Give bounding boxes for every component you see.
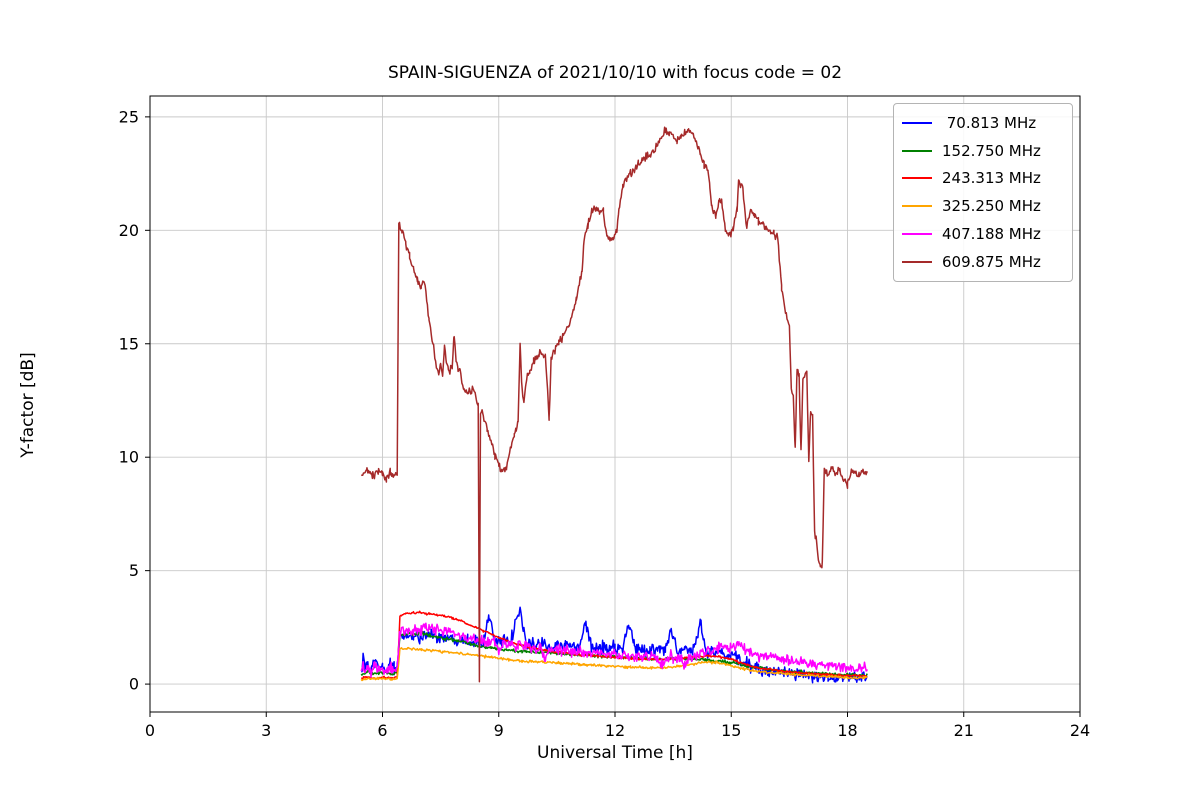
x-tick-label: 0 [145, 721, 155, 740]
legend: 70.813 MHz 152.750 MHz 243.313 MHz 325.250 … [893, 103, 1073, 282]
legend-label: 70.813 MHz [942, 113, 1037, 132]
chart-title: SPAIN-SIGUENZA of 2021/10/10 with focus … [387, 63, 843, 83]
x-tick-label: 24 [1070, 721, 1090, 740]
y-tick-label: 5 [129, 561, 139, 580]
legend-label: 243.313 MHz [942, 169, 1041, 188]
legend-line-swatch [902, 121, 932, 124]
legend-item: 70.813 MHz [902, 109, 1064, 137]
x-tick-label: 18 [837, 721, 857, 740]
y-tick-label: 20 [119, 221, 139, 240]
series-line [360, 622, 868, 678]
y-tick-label: 0 [129, 675, 139, 694]
legend-label: 152.750 MHz [942, 141, 1041, 160]
legend-line-swatch [902, 233, 932, 236]
legend-item: 243.313 MHz [902, 165, 1064, 193]
legend-label: 407.188 MHz [942, 225, 1041, 244]
x-tick-label: 12 [605, 721, 625, 740]
y-tick-label: 15 [119, 334, 139, 353]
legend-item: 407.188 MHz [902, 220, 1064, 248]
y-tick-label: 25 [119, 107, 139, 126]
y-axis-label: Y-factor [dB] [18, 352, 38, 458]
legend-item: 152.750 MHz [902, 137, 1064, 165]
series-line [360, 646, 868, 682]
x-axis-label: Universal Time [h] [537, 743, 693, 763]
x-tick-label: 21 [954, 721, 974, 740]
x-tick-label: 3 [261, 721, 271, 740]
x-tick-label: 9 [494, 721, 504, 740]
legend-line-swatch [902, 149, 932, 152]
legend-line-swatch [902, 177, 932, 180]
x-tick-label: 6 [377, 721, 387, 740]
legend-label: 609.875 MHz [942, 252, 1041, 271]
legend-label: 325.250 MHz [942, 197, 1041, 216]
y-tick-label: 10 [119, 448, 139, 467]
legend-item: 325.250 MHz [902, 192, 1064, 220]
series-line [361, 126, 868, 683]
legend-item: 609.875 MHz [902, 248, 1064, 276]
legend-line-swatch [902, 205, 932, 208]
plot-border [149, 95, 1081, 713]
x-tick-label: 15 [721, 721, 741, 740]
legend-line-swatch [902, 260, 932, 263]
